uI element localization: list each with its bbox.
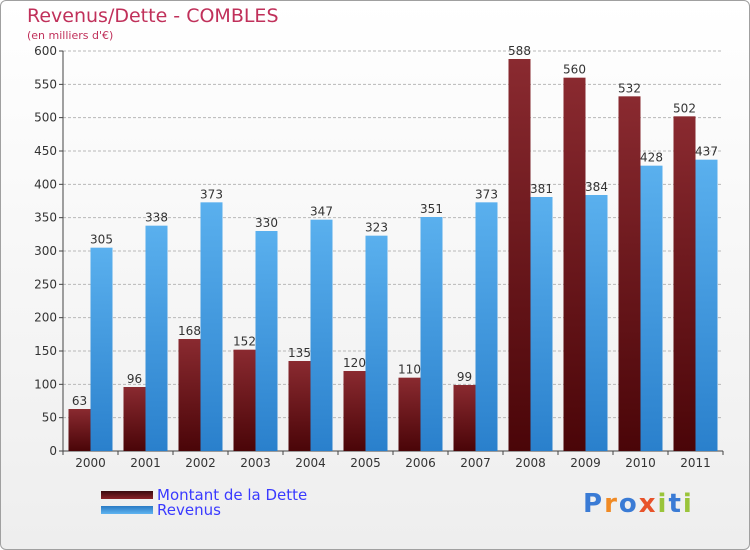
legend-label-revenus: Revenus (157, 501, 221, 519)
y-tick-label: 550 (34, 77, 57, 91)
y-tick-label: 250 (34, 277, 57, 291)
bar-dette (618, 96, 641, 451)
logo-letter: P (583, 489, 605, 519)
x-tick-label: 2010 (625, 456, 656, 470)
y-tick-label: 500 (34, 111, 57, 125)
data-label-dette: 502 (673, 101, 696, 115)
data-label-dette: 560 (563, 63, 586, 77)
data-label-revenus: 373 (475, 187, 498, 201)
y-tick-label: 400 (34, 177, 57, 191)
bar-dette (178, 339, 201, 451)
x-tick-label: 2011 (680, 456, 711, 470)
bar-revenus (640, 165, 663, 451)
x-tick-label: 2005 (350, 456, 381, 470)
logo-letter: x (638, 489, 658, 519)
bar-revenus (420, 217, 443, 451)
logo-letter: o (618, 489, 639, 519)
y-tick-label: 0 (49, 444, 57, 458)
chart-subtitle: (en milliers d'€) (27, 29, 114, 42)
legend-swatch-dette (101, 491, 153, 499)
y-tick-label: 50 (42, 411, 57, 425)
logo-letter: r (604, 489, 619, 519)
x-tick-label: 2000 (75, 456, 106, 470)
data-label-dette: 63 (72, 394, 87, 408)
bar-revenus (695, 159, 718, 451)
bar-revenus (365, 235, 388, 451)
bar-dette (563, 77, 586, 452)
data-label-revenus: 330 (255, 216, 278, 230)
bar-revenus (475, 202, 498, 451)
y-tick-label: 200 (34, 311, 57, 325)
bar-revenus (200, 202, 223, 451)
x-tick-label: 2009 (570, 456, 601, 470)
bar-dette (398, 377, 421, 451)
bar-revenus (530, 197, 553, 451)
legend-label-dette: Montant de la Dette (157, 486, 308, 504)
chart-title: Revenus/Dette - COMBLES (27, 5, 279, 27)
proxiti-logo: Proxiti (583, 489, 694, 519)
bar-dette (288, 361, 311, 451)
bar-dette (68, 409, 91, 451)
legend-item-revenus: Revenus (101, 501, 221, 519)
data-label-dette: 99 (457, 370, 472, 384)
data-label-dette: 110 (398, 363, 421, 377)
legend-item-dette: Montant de la Dette (101, 486, 308, 504)
y-tick-label: 350 (34, 211, 57, 225)
data-label-revenus: 373 (200, 187, 223, 201)
x-tick-label: 2007 (460, 456, 491, 470)
bar-dette (123, 387, 146, 451)
bar-revenus (255, 231, 278, 451)
data-label-revenus: 338 (145, 211, 168, 225)
y-tick-label: 300 (34, 244, 57, 258)
x-tick-label: 2001 (130, 456, 161, 470)
x-tick-label: 2003 (240, 456, 271, 470)
bar-revenus (310, 219, 333, 451)
data-label-revenus: 384 (585, 180, 608, 194)
data-label-revenus: 437 (695, 145, 718, 159)
y-tick-label: 100 (34, 377, 57, 391)
data-label-revenus: 305 (90, 233, 113, 247)
x-tick-label: 2006 (405, 456, 436, 470)
y-tick-label: 600 (34, 44, 57, 58)
data-label-dette: 588 (508, 44, 531, 58)
bar-dette (453, 385, 476, 451)
data-label-revenus: 351 (420, 202, 443, 216)
data-label-revenus: 323 (365, 221, 388, 235)
data-label-dette: 120 (343, 356, 366, 370)
bar-dette (233, 349, 256, 451)
bar-dette (508, 59, 531, 451)
bar-dette (343, 371, 366, 451)
data-label-revenus: 347 (310, 205, 333, 219)
x-tick-label: 2004 (295, 456, 326, 470)
x-tick-label: 2008 (515, 456, 546, 470)
data-label-dette: 532 (618, 81, 641, 95)
data-label-dette: 152 (233, 335, 256, 349)
legend-swatch-revenus (101, 506, 153, 514)
bar-revenus (145, 225, 168, 451)
x-tick-label: 2002 (185, 456, 216, 470)
bar-dette (673, 116, 696, 451)
logo-letter: i (682, 489, 694, 519)
y-tick-label: 450 (34, 144, 57, 158)
logo-letter: i (657, 489, 669, 519)
data-label-dette: 96 (127, 372, 142, 386)
data-label-revenus: 428 (640, 151, 663, 165)
bar-revenus (90, 247, 113, 451)
y-tick-label: 150 (34, 344, 57, 358)
data-label-revenus: 381 (530, 182, 553, 196)
data-label-dette: 135 (288, 346, 311, 360)
data-label-dette: 168 (178, 324, 201, 338)
bar-revenus (585, 195, 608, 451)
logo-letter: t (668, 489, 683, 519)
